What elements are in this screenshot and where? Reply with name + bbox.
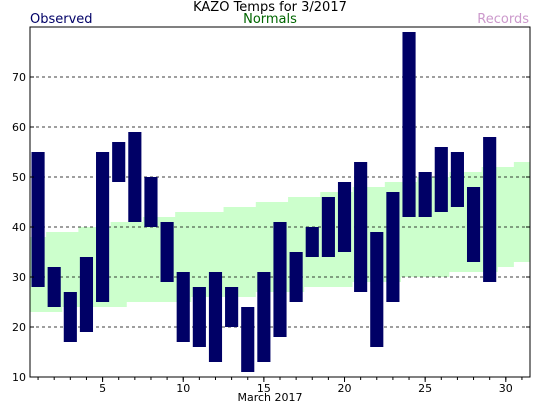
y-tick-label: 30 <box>12 271 26 284</box>
observed-bar <box>96 152 110 302</box>
observed-bar <box>321 197 335 257</box>
observed-bar <box>112 142 126 182</box>
x-tick-label: 20 <box>338 382 352 395</box>
y-tick-label: 70 <box>12 71 26 84</box>
observed-bar <box>79 257 94 332</box>
observed-bar <box>144 177 158 227</box>
observed-bar <box>160 222 174 282</box>
chart-title: KAZO Temps for 3/2017 <box>193 0 347 15</box>
x-tick-label: 5 <box>99 382 106 395</box>
observed-bar <box>31 152 45 287</box>
observed-bar <box>483 137 497 282</box>
observed-bar <box>402 32 416 217</box>
legend-records: Records <box>477 12 529 27</box>
observed-bar <box>128 132 142 222</box>
observed-bar <box>354 162 368 292</box>
y-tick-label: 60 <box>12 121 26 134</box>
observed-bar <box>337 182 352 252</box>
observed-bar <box>241 307 255 372</box>
observed-bar <box>192 287 206 347</box>
observed-bar <box>418 172 432 217</box>
observed-bar <box>257 272 271 362</box>
observed-bar <box>176 272 190 342</box>
observed-bar <box>273 222 287 337</box>
x-tick-label: 15 <box>257 382 271 395</box>
x-tick-label: 30 <box>499 382 513 395</box>
observed-bar <box>47 267 61 307</box>
y-tick-label: 40 <box>12 221 26 234</box>
observed-bar <box>466 187 481 262</box>
legend-normals: Normals <box>243 12 297 27</box>
y-tick-label: 20 <box>12 321 26 334</box>
observed-bar <box>289 252 303 302</box>
y-tick-label: 10 <box>12 371 26 384</box>
x-tick-label: 25 <box>418 382 432 395</box>
observed-bar <box>450 152 464 207</box>
y-tick-label: 50 <box>12 171 26 184</box>
observed-bar <box>434 147 448 212</box>
legend-observed: Observed <box>30 12 93 27</box>
observed-bar <box>370 232 384 347</box>
x-axis-label: March 2017 <box>237 391 303 404</box>
observed-bar <box>208 272 223 362</box>
x-tick-label: 10 <box>176 382 190 395</box>
observed-bar <box>386 192 400 302</box>
observed-bar <box>225 287 239 327</box>
observed-bar <box>305 227 319 257</box>
observed-bar <box>63 292 77 342</box>
